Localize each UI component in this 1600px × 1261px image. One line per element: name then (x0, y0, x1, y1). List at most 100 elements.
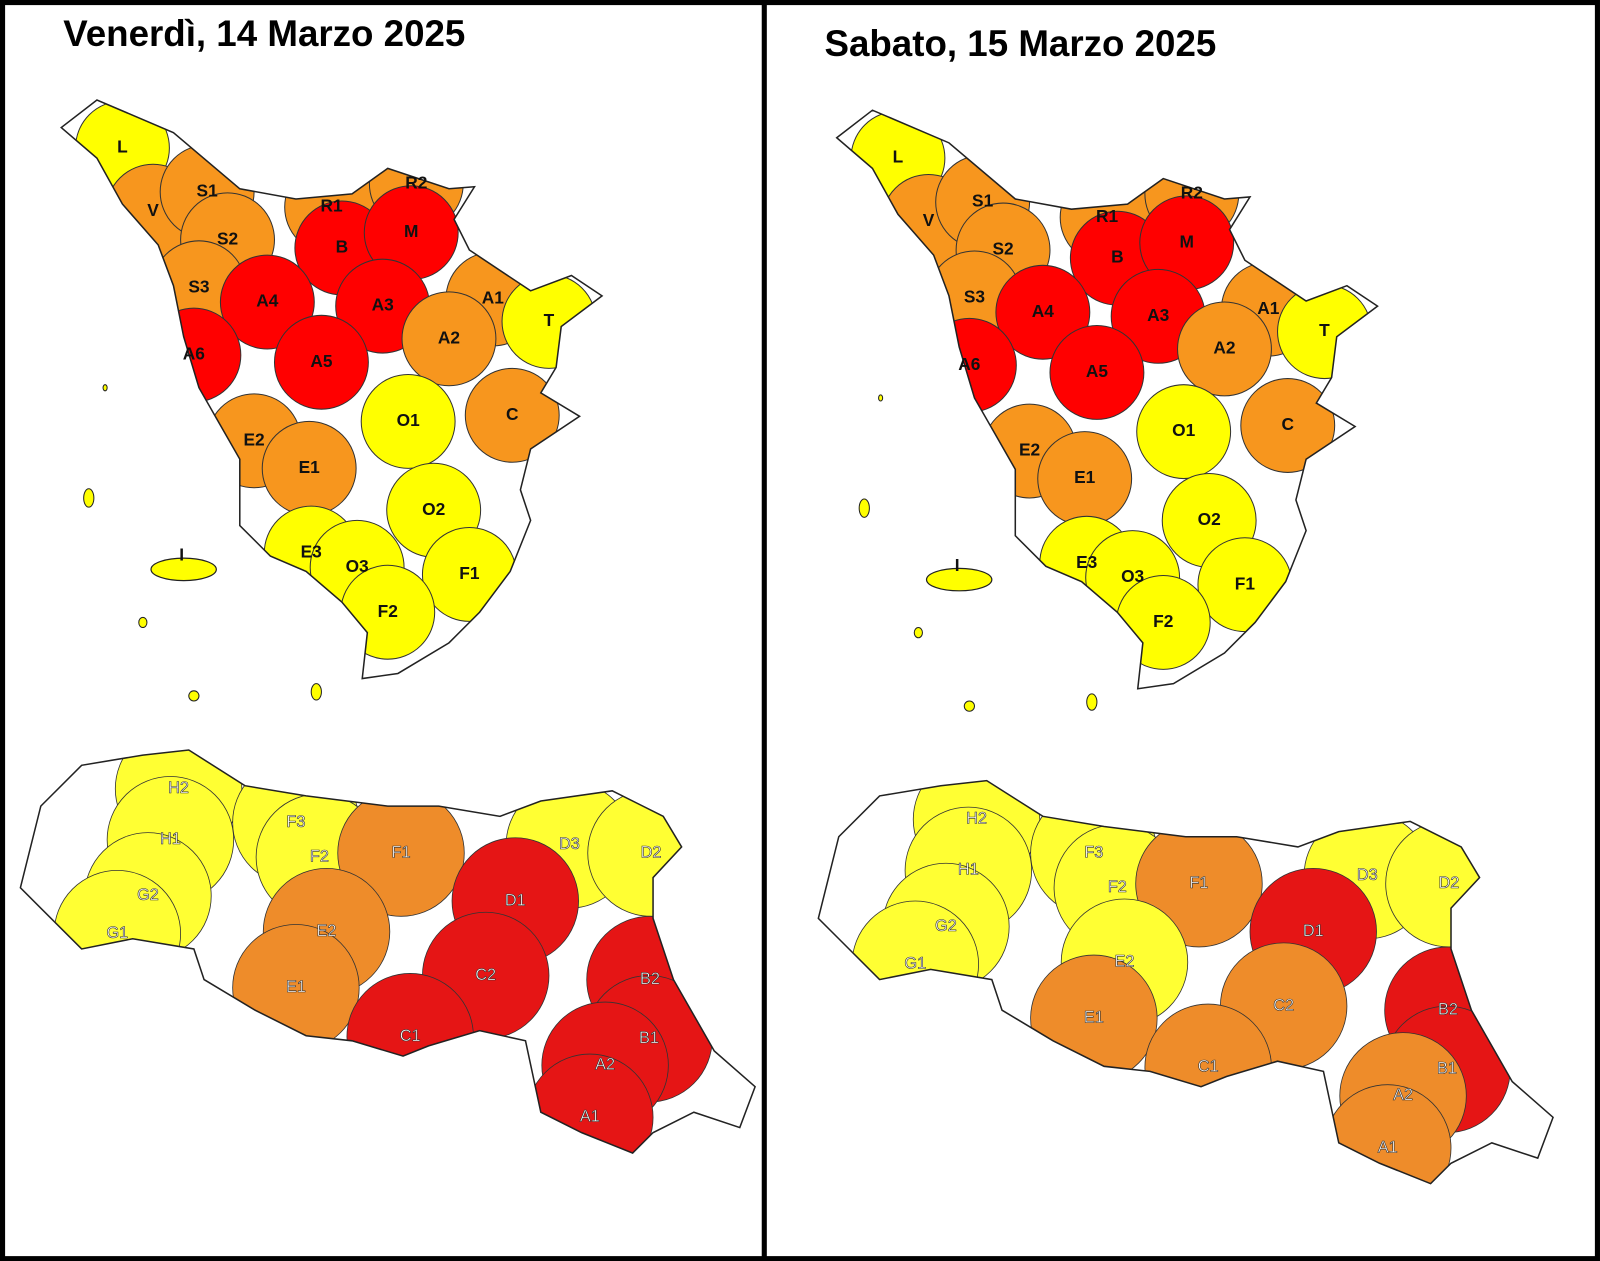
zone-label: B1 (1437, 1060, 1457, 1078)
region-outline (817, 779, 1554, 1185)
zone-label: R2 (1181, 182, 1203, 202)
zone-label: B1 (639, 1029, 659, 1047)
zone-label: D1 (505, 891, 526, 909)
zone-label: A1 (482, 288, 505, 308)
zone-label: E1 (286, 978, 306, 996)
zone-label: L (893, 147, 904, 167)
zone-label: E2 (1019, 440, 1040, 460)
island (102, 384, 108, 392)
zone-label: A3 (1147, 305, 1170, 325)
zone-label: S2 (992, 239, 1013, 259)
zone-label: O1 (1172, 420, 1195, 440)
zone-label: C1 (400, 1027, 421, 1045)
zone-label: D3 (559, 835, 580, 853)
zone (1240, 378, 1336, 473)
zone-label: S2 (217, 228, 238, 248)
zone-label: O2 (422, 499, 445, 519)
zone-label: T (544, 310, 555, 330)
zone-label: H2 (966, 810, 987, 828)
zone-label: G2 (935, 917, 957, 935)
zone-label: S3 (188, 276, 210, 296)
zone-label: S3 (964, 287, 986, 307)
tuscany-map (74, 100, 597, 660)
zone-label: O1 (397, 410, 420, 430)
tuscany-map (850, 110, 1372, 670)
zone-label: A6 (958, 354, 981, 374)
zone (360, 373, 456, 469)
zone-label: L (117, 137, 128, 157)
zone-label: C1 (1198, 1058, 1219, 1076)
zone-label: M (404, 221, 418, 241)
zone-label: A2 (1213, 338, 1235, 358)
zone-label: I (179, 545, 184, 565)
island (188, 690, 200, 702)
island (83, 488, 95, 508)
zone-label: B (1111, 247, 1124, 267)
zone-label: E2 (1115, 953, 1135, 971)
zone-label: E1 (299, 457, 321, 477)
zone-label: R2 (405, 172, 427, 192)
zone-label: E3 (301, 542, 323, 562)
zone-label: R1 (321, 196, 344, 216)
zone-label: D2 (641, 843, 662, 861)
zone-label: B2 (1438, 1001, 1458, 1019)
zone-label: I (955, 555, 960, 575)
zone (1136, 384, 1232, 480)
zone-label: A1 (1378, 1138, 1398, 1156)
island (913, 627, 923, 639)
island (310, 683, 322, 701)
zone-label: S1 (197, 180, 219, 200)
zone-label: E2 (317, 922, 337, 940)
zone-label: T (1319, 320, 1330, 340)
zone-label: A3 (372, 295, 395, 315)
zone-label: A2 (1393, 1086, 1413, 1104)
zone-label: F1 (459, 563, 480, 583)
zone-label: F3 (1084, 843, 1103, 861)
zone-label: V (147, 200, 159, 220)
zone-label: A6 (183, 344, 206, 364)
zone (995, 264, 1091, 360)
zone-label: A2 (438, 327, 460, 347)
zone-label: E2 (243, 429, 264, 449)
island (138, 616, 148, 629)
zone-label: A1 (1257, 298, 1280, 318)
zone-label: D3 (1357, 866, 1378, 884)
zone-label: A5 (1086, 361, 1109, 381)
zone-label: H1 (160, 830, 181, 848)
zone-label: E3 (1076, 552, 1098, 572)
panel-title: Sabato, 15 Marzo 2025 (824, 23, 1216, 64)
zone-label: B2 (640, 970, 660, 988)
zone-label: F2 (1108, 878, 1127, 896)
zone-label: D2 (1439, 874, 1460, 892)
zone (464, 367, 560, 463)
zone-label: H1 (958, 861, 979, 879)
zone-label: B (336, 237, 349, 257)
zone-label: O3 (1121, 566, 1144, 586)
zone-label: F2 (1153, 611, 1173, 631)
zone-label: E1 (1074, 467, 1096, 487)
zone-label: F1 (1235, 573, 1256, 593)
zone-label: O3 (346, 556, 369, 576)
zone-label: G2 (137, 886, 159, 904)
zone-label: A5 (310, 351, 333, 371)
zone-label: D1 (1303, 922, 1324, 940)
zone-label: C (1281, 414, 1294, 434)
zone-label: H2 (168, 779, 189, 797)
zone (401, 291, 497, 387)
zone-label: F3 (286, 813, 305, 831)
zone (1177, 301, 1272, 397)
zone-label: E1 (1084, 1009, 1104, 1027)
island (963, 700, 975, 712)
region-outline (835, 109, 1379, 690)
zone-label: S1 (972, 191, 994, 211)
zone-label: G1 (904, 955, 926, 973)
zone-label: A4 (256, 291, 279, 311)
zone (219, 254, 315, 350)
zone-label: F1 (1189, 874, 1208, 892)
zone-label: A4 (1032, 301, 1055, 321)
zone-label: C2 (1273, 996, 1294, 1014)
island (1086, 693, 1098, 711)
